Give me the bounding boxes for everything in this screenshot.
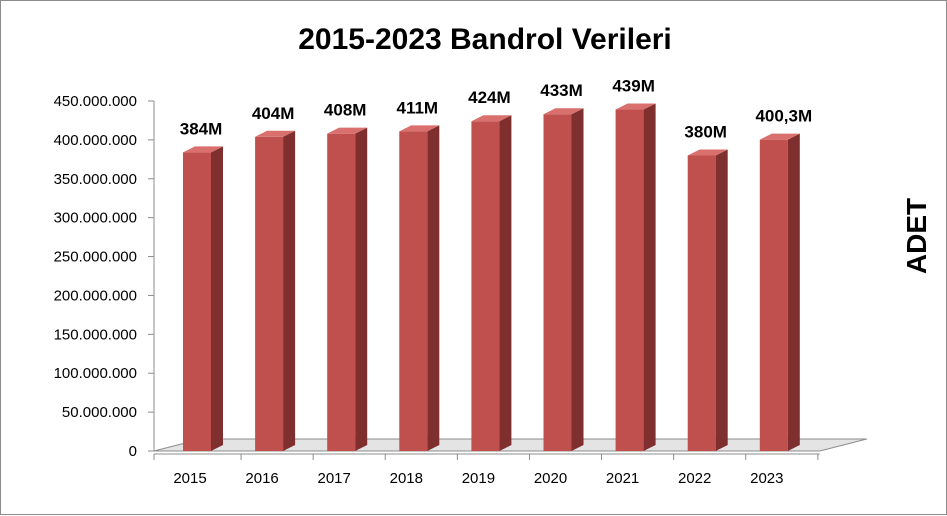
x-tick-label: 2019: [462, 470, 495, 487]
bar: [615, 109, 644, 452]
bar-top: [543, 108, 584, 115]
y-tick-label: 50.000.000: [62, 404, 137, 421]
data-label: 408M: [324, 101, 367, 120]
data-label: 384M: [180, 119, 223, 138]
data-label: 433M: [540, 81, 583, 100]
bar-side: [211, 146, 223, 452]
bar-top: [687, 149, 728, 156]
y-tick-label: 350.000.000: [54, 171, 137, 188]
bar: [255, 136, 284, 451]
x-tick-label: 2015: [173, 470, 206, 487]
bar: [687, 155, 716, 451]
data-label: 400,3M: [755, 107, 812, 126]
data-label: 404M: [252, 104, 295, 123]
x-tick-label: 2022: [678, 470, 711, 487]
bar-side: [499, 115, 512, 451]
x-tick-label: 2021: [606, 470, 639, 487]
bar-top: [327, 127, 368, 134]
y-tick-label: 250.000.000: [54, 249, 137, 266]
bar-top: [183, 146, 223, 153]
y-tick-label: 200.000.000: [54, 287, 137, 304]
y-axis: 0 50.000.000 100.000.000 150.000.000 200.000…: [54, 93, 155, 460]
data-label: 424M: [468, 88, 511, 107]
y-tick-label: 450.000.000: [54, 93, 137, 110]
x-tick-label: 2020: [534, 470, 567, 487]
bar: [327, 133, 356, 451]
bar-side: [427, 125, 440, 451]
x-tick-label: 2023: [750, 470, 783, 487]
bar: [399, 131, 428, 452]
bar-top: [399, 125, 440, 132]
x-tick-label: 2018: [390, 470, 423, 487]
bar-top: [759, 133, 800, 140]
bar-side: [355, 127, 368, 452]
bar-side: [283, 130, 296, 451]
bar: [759, 139, 788, 451]
y-tick-label: 150.000.000: [54, 326, 137, 343]
x-tick-label: 2016: [245, 470, 278, 487]
bar-top: [471, 115, 512, 122]
data-label: 439M: [612, 77, 655, 96]
data-labels: 384M 404M 408M 411M 424M 433M 439M 380M 400,3M: [180, 77, 812, 142]
bar-side: [643, 103, 656, 452]
y-tick-label: 100.000.000: [54, 365, 137, 382]
bar-side: [571, 108, 584, 451]
bar-side: [787, 133, 800, 451]
bar-top: [615, 103, 656, 110]
bar-top: [255, 130, 296, 137]
bars: [183, 103, 800, 452]
bar-side: [715, 149, 728, 451]
y-tick-label: 0: [129, 443, 137, 460]
bar: [471, 121, 500, 451]
bar: [543, 114, 572, 451]
y-axis-label: ADET: [901, 198, 932, 274]
y-tick-label: 300.000.000: [54, 210, 137, 227]
bar: [183, 152, 211, 452]
data-label: 411M: [397, 98, 439, 117]
x-tick-label: 2017: [318, 470, 351, 487]
chart-title: 2015-2023 Bandrol Verileri: [298, 23, 672, 56]
y-tick-label: 400.000.000: [54, 132, 137, 149]
x-axis: 2015 2016 2017 2018 2019 2020 2021 2022 2023: [153, 453, 820, 487]
data-label: 380M: [684, 122, 727, 141]
